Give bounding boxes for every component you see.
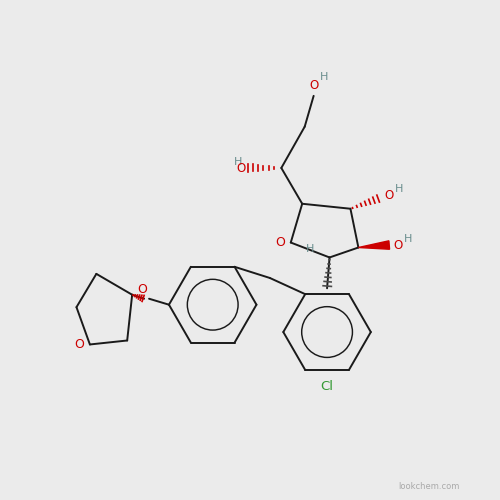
- Text: O: O: [137, 284, 147, 296]
- Text: O: O: [275, 236, 285, 249]
- Text: H: H: [234, 157, 242, 167]
- Text: H: H: [320, 72, 328, 82]
- Text: O: O: [309, 80, 318, 92]
- Text: O: O: [384, 189, 394, 202]
- Text: O: O: [393, 238, 402, 252]
- Text: Cl: Cl: [320, 380, 334, 393]
- Text: H: H: [404, 234, 412, 244]
- Text: O: O: [236, 162, 246, 175]
- Text: O: O: [74, 338, 84, 351]
- Polygon shape: [358, 241, 390, 249]
- Text: H: H: [395, 184, 404, 194]
- Text: H: H: [306, 244, 314, 254]
- Text: lookchem.com: lookchem.com: [398, 482, 460, 490]
